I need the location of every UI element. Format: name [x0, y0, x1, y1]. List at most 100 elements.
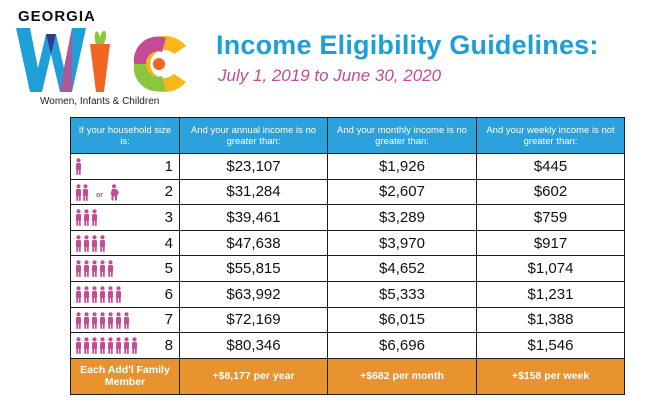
- cell-weekly-income: $602: [476, 178, 625, 206]
- cell-weekly-income: $759: [476, 204, 625, 231]
- cell-annual-income: $72,169: [179, 306, 328, 334]
- cell-household-size: 4: [70, 229, 180, 257]
- person-icon: [76, 183, 81, 201]
- income-table: If your household size is: And your annu…: [70, 117, 625, 395]
- cell-household-size: 3: [70, 204, 180, 231]
- household-people-icons: [75, 234, 106, 252]
- cell-annual-income: $39,461: [179, 204, 328, 231]
- table-footer-row: Each Add'l Family Member +$8,177 per yea…: [70, 357, 625, 395]
- cell-monthly-income: $5,333: [327, 280, 477, 308]
- cell-annual-income: $47,638: [179, 229, 328, 257]
- cell-household-size: or 2: [70, 178, 180, 206]
- household-size-number: 3: [164, 208, 173, 226]
- footer-annual: +$8,177 per year: [179, 357, 328, 395]
- cell-monthly-income: $3,289: [327, 204, 477, 231]
- cell-household-size: 5: [70, 255, 180, 282]
- household-size-number: 2: [164, 183, 173, 201]
- person-icon: [108, 337, 113, 354]
- person-icon: [132, 337, 137, 354]
- person-icon: [84, 209, 89, 226]
- person-icon: [76, 337, 81, 354]
- pregnant-woman-icon: [110, 183, 119, 201]
- household-size-number: 1: [164, 157, 173, 175]
- household-people-icons: [75, 260, 114, 278]
- person-icon: [76, 311, 81, 329]
- person-icon: [108, 311, 113, 329]
- cell-household-size: 8: [70, 332, 180, 359]
- person-icon: [84, 234, 89, 252]
- cell-annual-income: $55,815: [179, 255, 328, 282]
- person-icon: [100, 337, 105, 354]
- header-household-size: If your household size is:: [70, 117, 180, 154]
- household-size-number: 7: [164, 311, 173, 329]
- cell-monthly-income: $1,926: [327, 153, 477, 180]
- or-label: or: [96, 191, 103, 199]
- cell-weekly-income: $1,074: [476, 255, 625, 282]
- table-row: 6 $63,992 $5,333 $1,231: [70, 280, 625, 308]
- household-people-icons: [75, 337, 138, 354]
- person-icon: [116, 337, 121, 354]
- household-people-icons: [75, 311, 130, 329]
- person-icon: [84, 311, 89, 329]
- household-size-number: 8: [164, 336, 173, 354]
- cell-weekly-income: $917: [476, 229, 625, 257]
- table-row: 8 $80,346 $6,696 $1,546: [70, 332, 625, 359]
- person-icon: [92, 209, 97, 226]
- person-icon: [124, 311, 129, 329]
- header-annual: And your annual income is no greater tha…: [179, 117, 328, 154]
- person-icon: [100, 260, 105, 278]
- table-row: or 2 $31,284 $2,607 $602: [70, 178, 625, 206]
- page-title: Income Eligibility Guidelines:: [216, 30, 599, 60]
- cell-weekly-income: $445: [476, 153, 625, 180]
- person-icon: [92, 311, 97, 329]
- cell-weekly-income: $1,231: [476, 280, 625, 308]
- person-icon: [92, 234, 97, 252]
- household-size-number: 4: [164, 234, 173, 252]
- household-people-icons: [75, 286, 122, 303]
- household-people-icons: [75, 158, 82, 175]
- person-icon: [100, 234, 105, 252]
- person-icon: [92, 286, 97, 303]
- person-icon: [84, 286, 89, 303]
- header-monthly: And your monthly income is no greater th…: [327, 117, 477, 154]
- person-icon: [108, 260, 113, 278]
- cell-household-size: 6: [70, 280, 180, 308]
- household-people-icons: [75, 209, 98, 226]
- table-row: 5 $55,815 $4,652 $1,074: [70, 255, 625, 282]
- person-icon: [83, 183, 88, 201]
- person-icon: [76, 158, 81, 175]
- person-icon: [124, 337, 129, 354]
- table-row: 1 $23,107 $1,926 $445: [70, 153, 625, 180]
- logo-state-text: GEORGIA: [18, 8, 96, 25]
- person-icon: [92, 337, 97, 354]
- wic-letters-graphic: [16, 28, 186, 93]
- footer-label: Each Add'l Family Member: [70, 357, 180, 395]
- cell-monthly-income: $6,015: [327, 306, 477, 334]
- table-row: 3 $39,461 $3,289 $759: [70, 204, 625, 231]
- cell-annual-income: $31,284: [179, 178, 328, 206]
- table-row: 4 $47,638 $3,970 $917: [70, 229, 625, 257]
- cell-household-size: 7: [70, 306, 180, 334]
- header-weekly: And your weekly income is not greater th…: [476, 117, 625, 154]
- cell-monthly-income: $3,970: [327, 229, 477, 257]
- cell-annual-income: $23,107: [179, 153, 328, 180]
- cell-monthly-income: $2,607: [327, 178, 477, 206]
- wic-logo: GEORGIA Women, Infants & Children: [16, 8, 196, 112]
- footer-monthly: +$682 per month: [327, 357, 477, 395]
- person-icon: [116, 286, 121, 303]
- person-icon: [116, 311, 121, 329]
- logo-tagline: Women, Infants & Children: [40, 96, 160, 107]
- table-row: 7 $72,169 $6,015 $1,388: [70, 306, 625, 334]
- person-icon: [76, 209, 81, 226]
- person-icon: [84, 260, 89, 278]
- person-icon: [84, 337, 89, 354]
- footer-weekly: +$158 per week: [476, 357, 625, 395]
- person-icon: [76, 260, 81, 278]
- person-icon: [92, 260, 97, 278]
- cell-monthly-income: $4,652: [327, 255, 477, 282]
- page-subtitle: July 1, 2019 to June 30, 2020: [218, 66, 442, 85]
- household-people-icons: or: [75, 183, 121, 201]
- cell-monthly-income: $6,696: [327, 332, 477, 359]
- person-icon: [100, 311, 105, 329]
- cell-annual-income: $80,346: [179, 332, 328, 359]
